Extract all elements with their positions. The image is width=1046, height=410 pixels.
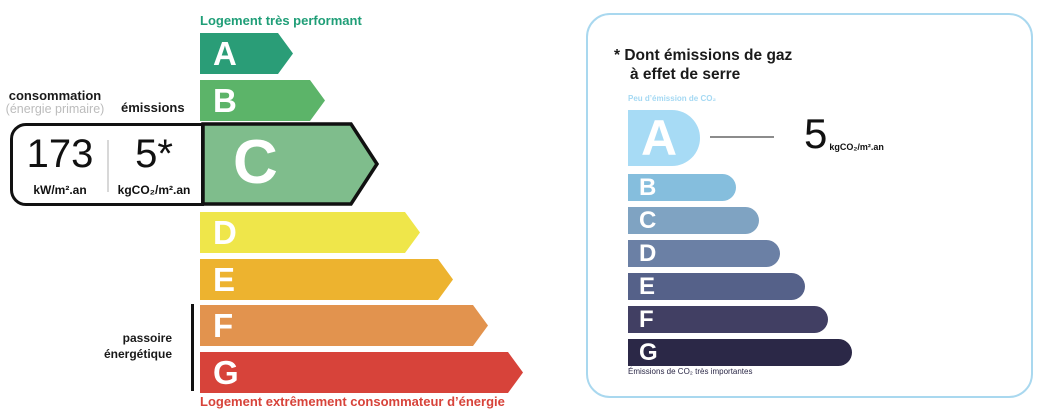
ges-class-c-label: C [639,206,657,234]
passoire-bracket-line [191,304,194,391]
energy-class-f-arrow: F [200,305,488,346]
ges-value-number: 5 [804,110,828,157]
energy-class-f-label: F [213,307,234,344]
energy-class-g-arrow: G [200,352,523,393]
left-bottom-caption: Logement extrêmement consommateur d’éner… [200,394,505,409]
ges-panel: * Dont émissions de gaz à effet de serre… [586,13,1033,398]
consumption-header: consommation (énergie primaire) [2,89,108,116]
energy-class-e-label: E [213,261,236,298]
energy-class-d-label: D [213,214,237,251]
emissions-header: émissions [121,100,185,115]
emissions-unit: kgCO₂/m².an [117,183,191,197]
consumption-value: 173 [26,132,94,176]
energy-class-b-arrow: B [200,80,325,121]
energy-class-c-arrow-shape [201,122,379,206]
energy-class-g-label: G [213,354,239,391]
ges-class-f-bar: F [628,306,828,333]
ges-class-f-label: F [639,305,654,333]
energy-class-a-arrow: A [200,33,293,74]
energy-class-d-arrow: D [200,212,420,253]
consumption-header-sub: (énergie primaire) [5,101,105,116]
ges-top-caption: Peu d’émission de CO₂ [628,94,717,103]
ges-class-d-bar: D [628,240,780,267]
ges-value-unit: kgCO₂/m².an [829,142,884,152]
consumption-value-cell: 173 kW/m².an [13,126,107,203]
ges-title-line1: * Dont émissions de gaz [614,47,793,64]
left-top-caption: Logement très performant [200,13,362,28]
ges-class-b-label: B [639,173,657,201]
ges-class-g-label: G [639,338,658,366]
ges-class-b-bar: B [628,174,736,201]
consumption-header-main: consommation [8,88,102,103]
energy-class-c-arrow-polygon [201,122,379,206]
ges-value: 5 kgCO₂/m².an [804,113,884,155]
energy-class-e-arrow: E [200,259,453,300]
emissions-value-cell: 5* kgCO₂/m².an [107,126,201,203]
ges-class-c-bar: C [628,207,759,234]
ges-class-g-bar: G [628,339,852,366]
energy-class-a-label: A [213,35,237,72]
ges-bottom-caption: Émissions de CO₂ très importantes [628,367,753,376]
passoire-label: passoire énergétique [88,331,172,362]
ges-class-a-bar: A [628,110,700,166]
ges-value-connector-line [710,136,774,138]
ges-class-a-label: A [641,110,678,166]
passoire-label-line2: énergétique [103,346,172,361]
ges-class-e-bar: E [628,273,805,300]
energy-class-b-label: B [213,82,237,119]
value-box-divider [107,140,109,192]
ges-class-e-label: E [639,272,656,300]
energy-class-c-selected-arrow: C [201,122,379,206]
emissions-value: 5* [135,132,173,176]
consumption-unit: kW/m².an [33,183,87,197]
ges-title-line2: à effet de serre [630,66,741,84]
dpe-value-box: 173 kW/m².an 5* kgCO₂/m².an [10,123,204,206]
energy-class-c-label: C [233,127,278,197]
passoire-label-line1: passoire [122,331,172,345]
ges-title: * Dont émissions de gaz à effet de serre [614,46,792,85]
ges-class-d-label: D [639,239,657,267]
